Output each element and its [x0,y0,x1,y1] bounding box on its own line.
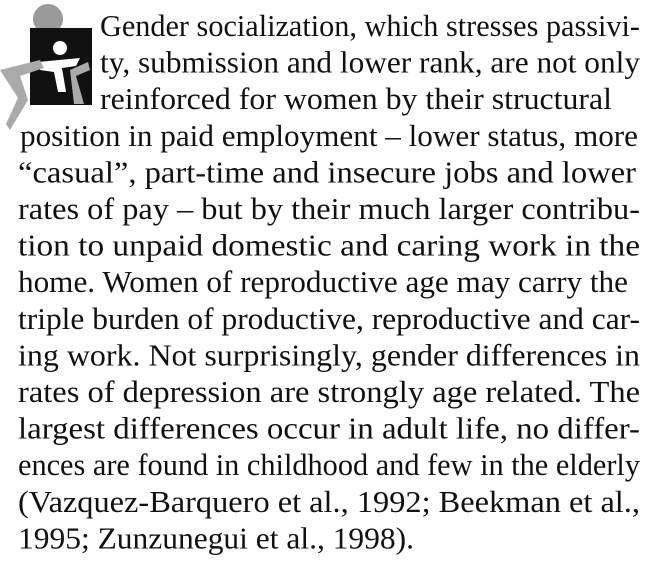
text-line: “casual”, part-time and insecure jobs an… [18,154,637,189]
text-line: (Vazquez-Barquero et al., 1992; Beekman … [18,484,640,519]
icon [0,4,92,130]
text-line: position in paid employment – lower stat… [20,118,638,153]
text-line: ences are found in childhood and few in … [18,447,640,482]
text-line: ing work. Not surprisingly, gender diffe… [18,337,641,372]
text-line: rates of pay – but by their much larger … [18,191,640,226]
paragraph: Gender socialization, which stresses pas… [18,8,641,555]
text-line: largest differences occur in adult life,… [18,411,640,446]
text-line: home. Women of reproductive age may carr… [18,264,628,299]
text-line: rates of depression are strongly age rel… [18,374,640,409]
text-line: ty, submission and lower rank, are not o… [100,45,641,80]
text-line: Gender socialization, which stresses pas… [100,8,640,43]
text-line: reinforced for women by their structural [100,81,612,116]
text-line: 1995; Zunzunegui et al., 1998). [18,520,414,555]
text-line: tion to unpaid domestic and caring work … [18,228,640,263]
text-line: triple burden of productive, reproductiv… [18,301,640,336]
